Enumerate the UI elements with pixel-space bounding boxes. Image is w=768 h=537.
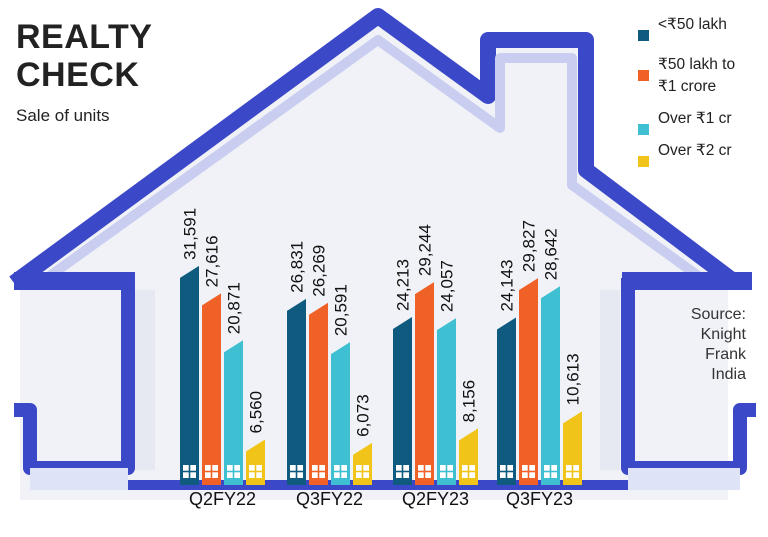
legend-label: <₹50 lakh xyxy=(658,16,727,33)
value-label: 24,057 xyxy=(438,260,457,312)
bar-window-icon xyxy=(312,465,325,478)
bar-window-icon xyxy=(462,465,475,478)
bar-window-icon xyxy=(544,465,557,478)
value-label: 27,616 xyxy=(203,235,222,287)
bar-q2fy23-series-3 xyxy=(437,318,456,485)
category-label: Q3FY23 xyxy=(506,489,573,509)
category-labels-layer: Q2FY22 Q3FY22 Q2FY23 Q3FY23 xyxy=(189,489,573,509)
legend-swatch xyxy=(638,124,649,135)
bar-window-icon xyxy=(334,465,347,478)
bar-window-icon xyxy=(522,465,535,478)
bar-window-icon xyxy=(227,465,240,478)
chart-title-line1: REALTY xyxy=(16,18,153,56)
house-floor-shadow xyxy=(30,468,128,490)
legend-label-line2: ₹1 crore xyxy=(658,78,717,95)
source-line: Source: xyxy=(690,306,746,323)
wall-panel-right xyxy=(600,290,620,470)
source-line: India xyxy=(711,366,746,383)
bar-window-icon xyxy=(566,465,579,478)
house-floor-shadow-right xyxy=(628,468,740,490)
value-label: 28,642 xyxy=(542,228,561,280)
bar-window-icon xyxy=(356,465,369,478)
legend-label: Over ₹2 cr xyxy=(658,142,732,159)
legend-label-line1: ₹50 lakh to xyxy=(658,56,736,73)
legend-swatch xyxy=(638,70,649,81)
value-label: 6,560 xyxy=(247,391,266,434)
bar-window-icon xyxy=(418,465,431,478)
bar-q2fy23-series-2 xyxy=(415,282,434,485)
value-label: 8,156 xyxy=(460,380,479,423)
bar-q3fy23-series-2 xyxy=(519,278,538,485)
value-label: 26,269 xyxy=(310,245,329,297)
value-label: 31,591 xyxy=(181,208,200,260)
value-label: 20,591 xyxy=(332,284,351,336)
chart-title-line2: CHECK xyxy=(16,56,140,94)
category-label: Q3FY22 xyxy=(296,489,363,509)
bar-q3fy22-series-2 xyxy=(309,302,328,485)
value-label: 20,871 xyxy=(225,282,244,334)
source-line: Frank xyxy=(705,346,746,363)
left-eave xyxy=(14,272,134,290)
bar-window-icon xyxy=(290,465,303,478)
value-label: 6,073 xyxy=(354,394,373,437)
bar-q2fy22-series-1 xyxy=(180,265,199,485)
value-label: 24,143 xyxy=(498,260,517,312)
value-label: 29,244 xyxy=(416,224,435,276)
bar-q2fy22-series-3 xyxy=(224,340,243,485)
bar-window-icon xyxy=(500,465,513,478)
bar-window-icon xyxy=(249,465,262,478)
value-label: 26,831 xyxy=(288,241,307,293)
value-label: 29,827 xyxy=(520,220,539,272)
bar-q3fy23-series-3 xyxy=(541,286,560,485)
right-eave xyxy=(622,272,752,290)
wall-panel-left xyxy=(135,290,155,470)
bar-q3fy22-series-3 xyxy=(331,342,350,485)
value-label: 10,613 xyxy=(564,353,583,405)
bar-window-icon xyxy=(205,465,218,478)
chart-subtitle: Sale of units xyxy=(16,106,110,125)
roof-outline xyxy=(9,8,741,290)
bar-q2fy23-series-1 xyxy=(393,317,412,485)
legend-swatch xyxy=(638,156,649,167)
bar-window-icon xyxy=(440,465,453,478)
source-line: Knight xyxy=(700,326,746,343)
value-label: 24,213 xyxy=(394,259,413,311)
roof-inner-line xyxy=(37,35,711,288)
bar-q2fy22-series-2 xyxy=(202,293,221,485)
category-label: Q2FY22 xyxy=(189,489,256,509)
legend-label: Over ₹1 cr xyxy=(658,110,732,127)
bar-window-icon xyxy=(183,465,196,478)
bar-q3fy22-series-1 xyxy=(287,298,306,485)
category-label: Q2FY23 xyxy=(402,489,469,509)
legend-swatch xyxy=(638,30,649,41)
source-note: Source: Knight Frank India xyxy=(691,305,746,385)
bars-layer xyxy=(180,265,582,485)
bar-window-icon xyxy=(396,465,409,478)
house-floor xyxy=(120,480,640,490)
bar-q3fy23-series-1 xyxy=(497,317,516,485)
